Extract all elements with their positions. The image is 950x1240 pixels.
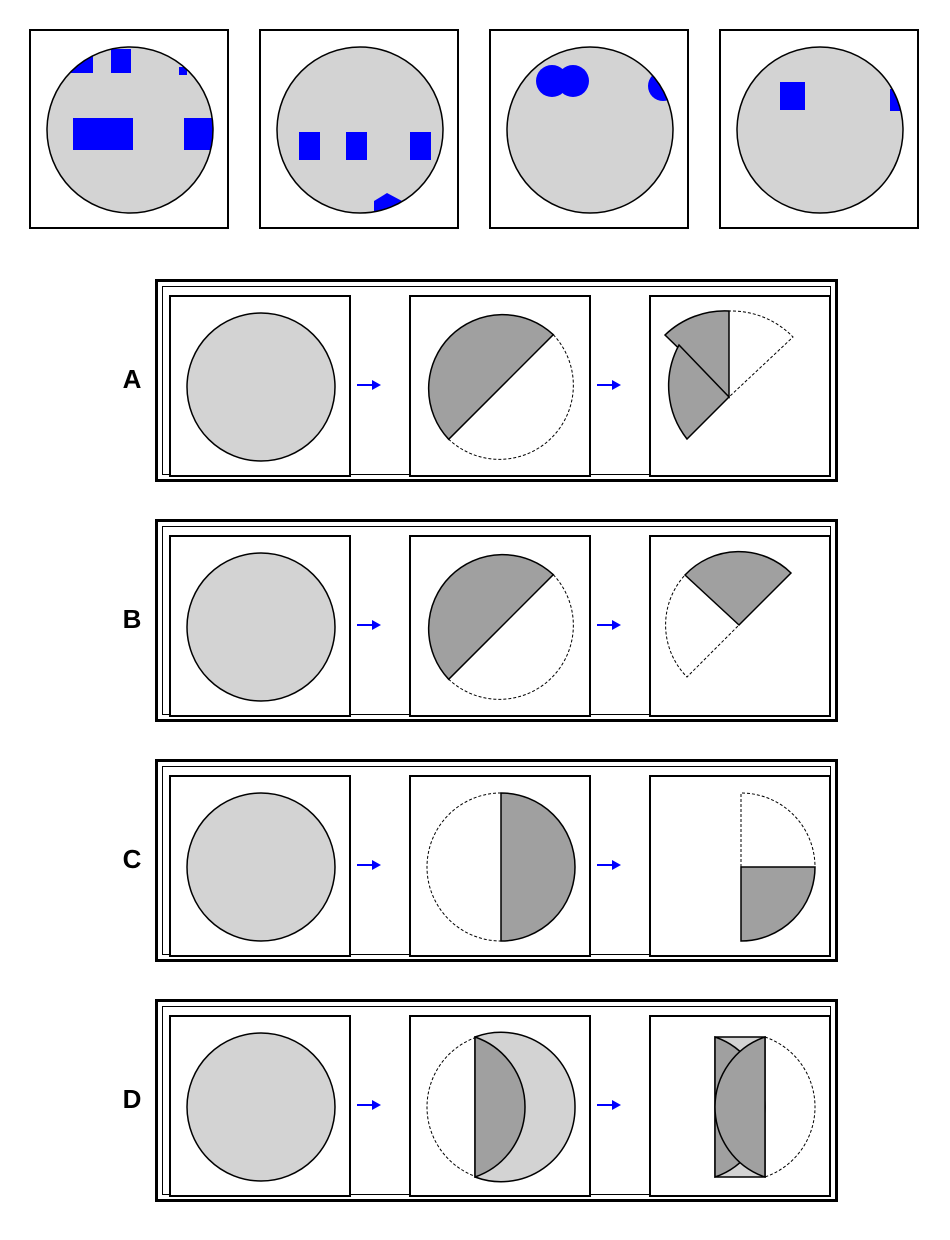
original-outline bbox=[764, 1036, 816, 1178]
option-c-label[interactable]: C bbox=[122, 844, 142, 874]
folded-away-half bbox=[426, 792, 502, 942]
option-d-step-2 bbox=[409, 1015, 591, 1197]
hole bbox=[111, 49, 131, 73]
option-d-label[interactable]: D bbox=[122, 1084, 142, 1114]
panel-3-figure bbox=[506, 46, 674, 214]
step-figure bbox=[740, 792, 816, 942]
option-a-step-1 bbox=[169, 295, 351, 477]
paper-disc bbox=[186, 312, 336, 462]
arrow-icon bbox=[357, 860, 381, 870]
arrow-icon bbox=[597, 860, 621, 870]
hole bbox=[374, 193, 402, 213]
panel-1-figure bbox=[46, 46, 214, 214]
folded-away-quarter bbox=[728, 310, 794, 399]
option-a-step-3 bbox=[649, 295, 831, 477]
disc-outline bbox=[506, 46, 674, 214]
option-c-step-1 bbox=[169, 775, 351, 957]
folded-quarter bbox=[740, 866, 816, 942]
paper-disc bbox=[186, 1032, 336, 1182]
step-figure bbox=[186, 792, 336, 942]
option-a-step-2 bbox=[409, 295, 591, 477]
question-panel-1 bbox=[29, 29, 229, 229]
paper-disc bbox=[507, 47, 673, 213]
disc-outline bbox=[736, 46, 904, 214]
folded-quarter bbox=[683, 550, 793, 627]
arrow-icon bbox=[357, 1100, 381, 1110]
step-figure bbox=[186, 312, 336, 462]
hole bbox=[73, 118, 133, 150]
step-figure bbox=[426, 792, 576, 942]
option-b-step-2 bbox=[409, 535, 591, 717]
arrow-icon bbox=[357, 380, 381, 390]
folded-flap bbox=[474, 1035, 526, 1179]
option-b-frame bbox=[162, 526, 831, 717]
panel-2-figure bbox=[276, 46, 444, 214]
arrow-icon bbox=[597, 620, 621, 630]
option-c-frame bbox=[162, 766, 831, 957]
step-figure bbox=[427, 553, 574, 700]
folded-flap bbox=[714, 1035, 766, 1179]
option-d[interactable] bbox=[155, 999, 838, 1202]
folded-away-quarter bbox=[665, 574, 740, 678]
panel-4-figure bbox=[736, 46, 904, 214]
option-b[interactable] bbox=[155, 519, 838, 722]
step-figure bbox=[186, 1032, 336, 1182]
option-c-step-2 bbox=[409, 775, 591, 957]
option-d-step-1 bbox=[169, 1015, 351, 1197]
folded-piece bbox=[667, 343, 731, 441]
option-d-step-3 bbox=[649, 1015, 831, 1197]
question-panel-3 bbox=[489, 29, 689, 229]
arrow-icon bbox=[597, 1100, 621, 1110]
option-b-step-1 bbox=[169, 535, 351, 717]
step-figure bbox=[663, 310, 794, 441]
hole bbox=[184, 118, 213, 150]
folded-away-half bbox=[447, 333, 574, 460]
step-figure bbox=[426, 1031, 576, 1183]
option-c-step-3 bbox=[649, 775, 831, 957]
paper-disc bbox=[737, 47, 903, 213]
option-a-frame bbox=[162, 286, 831, 477]
arrow-icon bbox=[597, 380, 621, 390]
arrow-icon bbox=[357, 620, 381, 630]
folded-away-quarter bbox=[740, 792, 816, 868]
folded-half bbox=[427, 553, 555, 681]
disc-outline bbox=[276, 46, 444, 214]
option-b-label[interactable]: B bbox=[122, 604, 142, 634]
paper-disc bbox=[186, 552, 336, 702]
hole bbox=[179, 67, 187, 75]
option-a-label[interactable]: A bbox=[122, 364, 142, 394]
disc-outline bbox=[46, 46, 214, 214]
folded-half bbox=[427, 313, 555, 441]
option-a[interactable] bbox=[155, 279, 838, 482]
question-panel-4 bbox=[719, 29, 919, 229]
step-figure bbox=[427, 313, 574, 460]
step-figure bbox=[186, 552, 336, 702]
hole bbox=[410, 132, 431, 160]
folded-piece bbox=[663, 310, 730, 399]
question-panel-2 bbox=[259, 29, 459, 229]
hole bbox=[299, 132, 320, 160]
option-d-frame bbox=[162, 1006, 831, 1197]
hole bbox=[780, 82, 805, 110]
step-figure bbox=[665, 550, 793, 678]
option-c[interactable] bbox=[155, 759, 838, 962]
paper-disc bbox=[277, 47, 443, 213]
punched-holes bbox=[299, 132, 431, 213]
hole bbox=[557, 65, 589, 97]
hole bbox=[346, 132, 367, 160]
folded-half bbox=[500, 792, 576, 942]
folded-away-half bbox=[447, 573, 574, 700]
paper-disc bbox=[186, 792, 336, 942]
option-b-step-3 bbox=[649, 535, 831, 717]
step-figure bbox=[714, 1035, 816, 1179]
